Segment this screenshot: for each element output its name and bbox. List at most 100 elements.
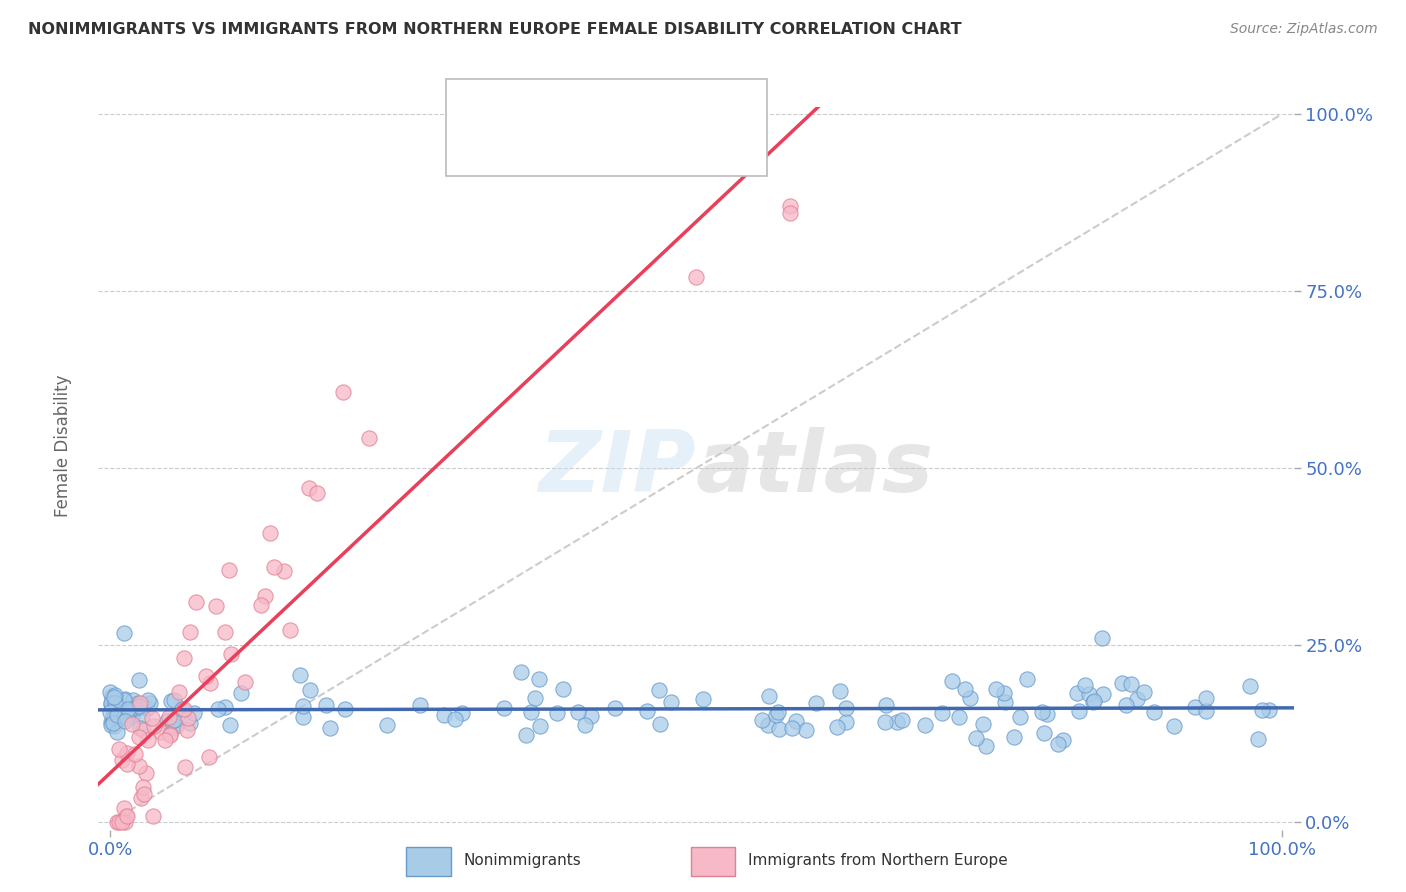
Text: N =: N =	[641, 142, 675, 161]
Point	[941, 673, 963, 688]
Point	[603, 701, 626, 715]
Point	[100, 714, 122, 729]
Point	[259, 526, 281, 541]
Point	[254, 590, 277, 604]
Point	[1078, 687, 1101, 701]
Point	[1052, 733, 1074, 747]
Point	[103, 709, 125, 723]
Text: Source: ZipAtlas.com: Source: ZipAtlas.com	[1230, 22, 1378, 37]
Point	[129, 790, 152, 805]
Point	[1031, 705, 1053, 719]
Text: NONIMMIGRANTS VS IMMIGRANTS FROM NORTHERN EUROPE FEMALE DISABILITY CORRELATION C: NONIMMIGRANTS VS IMMIGRANTS FROM NORTHER…	[28, 22, 962, 37]
Point	[135, 766, 157, 780]
Point	[183, 706, 205, 720]
Point	[214, 700, 236, 714]
Point	[127, 696, 149, 710]
Point	[765, 707, 787, 722]
FancyBboxPatch shape	[446, 78, 766, 177]
Point	[124, 747, 146, 762]
Point	[141, 809, 163, 823]
Point	[179, 624, 201, 639]
FancyBboxPatch shape	[692, 847, 735, 876]
Point	[357, 431, 380, 445]
Point	[1195, 690, 1218, 705]
Point	[579, 709, 602, 723]
Text: atlas: atlas	[696, 426, 934, 510]
Point	[173, 651, 195, 665]
Point	[648, 717, 671, 731]
Point	[965, 731, 987, 745]
Point	[142, 719, 165, 733]
Point	[112, 625, 135, 640]
Point	[105, 697, 128, 711]
Point	[886, 714, 908, 729]
Point	[104, 696, 127, 710]
Point	[105, 708, 128, 723]
Point	[127, 701, 149, 715]
Point	[179, 716, 201, 731]
Point	[100, 697, 122, 711]
Point	[132, 787, 155, 801]
Text: 0.789: 0.789	[555, 142, 606, 161]
Point	[218, 563, 240, 577]
Point	[139, 697, 162, 711]
Point	[636, 704, 658, 718]
Text: -0.001: -0.001	[555, 93, 613, 111]
Point	[1126, 692, 1149, 706]
Point	[830, 684, 852, 698]
Point	[153, 733, 176, 747]
Point	[974, 739, 997, 753]
Point	[1036, 707, 1059, 722]
Point	[159, 728, 181, 742]
Text: Female Disability: Female Disability	[55, 375, 72, 517]
Point	[780, 721, 803, 735]
Point	[953, 681, 976, 696]
Point	[136, 701, 159, 715]
Point	[200, 676, 222, 690]
Text: 59: 59	[697, 142, 720, 161]
Point	[117, 702, 139, 716]
Point	[529, 672, 551, 686]
Point	[661, 695, 683, 709]
Point	[494, 700, 516, 714]
Point	[574, 717, 596, 731]
Point	[114, 691, 136, 706]
Point	[132, 780, 155, 794]
Point	[546, 706, 568, 720]
Point	[115, 756, 138, 771]
Point	[131, 709, 153, 723]
Point	[804, 696, 827, 710]
Point	[291, 710, 314, 724]
Point	[103, 718, 125, 732]
Point	[519, 706, 541, 720]
Point	[105, 815, 128, 830]
Point	[121, 716, 143, 731]
Point	[835, 714, 858, 729]
Point	[959, 690, 981, 705]
FancyBboxPatch shape	[456, 136, 492, 168]
Point	[1046, 738, 1069, 752]
Point	[103, 706, 125, 720]
Point	[1258, 703, 1281, 717]
Point	[165, 718, 187, 732]
Point	[756, 717, 779, 731]
Point	[319, 721, 342, 735]
Point	[195, 669, 218, 683]
Point	[523, 690, 546, 705]
Point	[100, 696, 122, 710]
Point	[1143, 705, 1166, 719]
Point	[124, 700, 146, 714]
Point	[100, 705, 122, 719]
Point	[1083, 695, 1105, 709]
Point	[131, 723, 153, 737]
Point	[111, 707, 134, 722]
Point	[290, 668, 312, 682]
Point	[409, 698, 432, 712]
Point	[105, 714, 128, 728]
Text: Nonimmigrants: Nonimmigrants	[464, 854, 581, 868]
Point	[292, 699, 315, 714]
Point	[162, 720, 184, 734]
Point	[1073, 678, 1095, 692]
Point	[1008, 709, 1031, 723]
Point	[128, 673, 150, 687]
